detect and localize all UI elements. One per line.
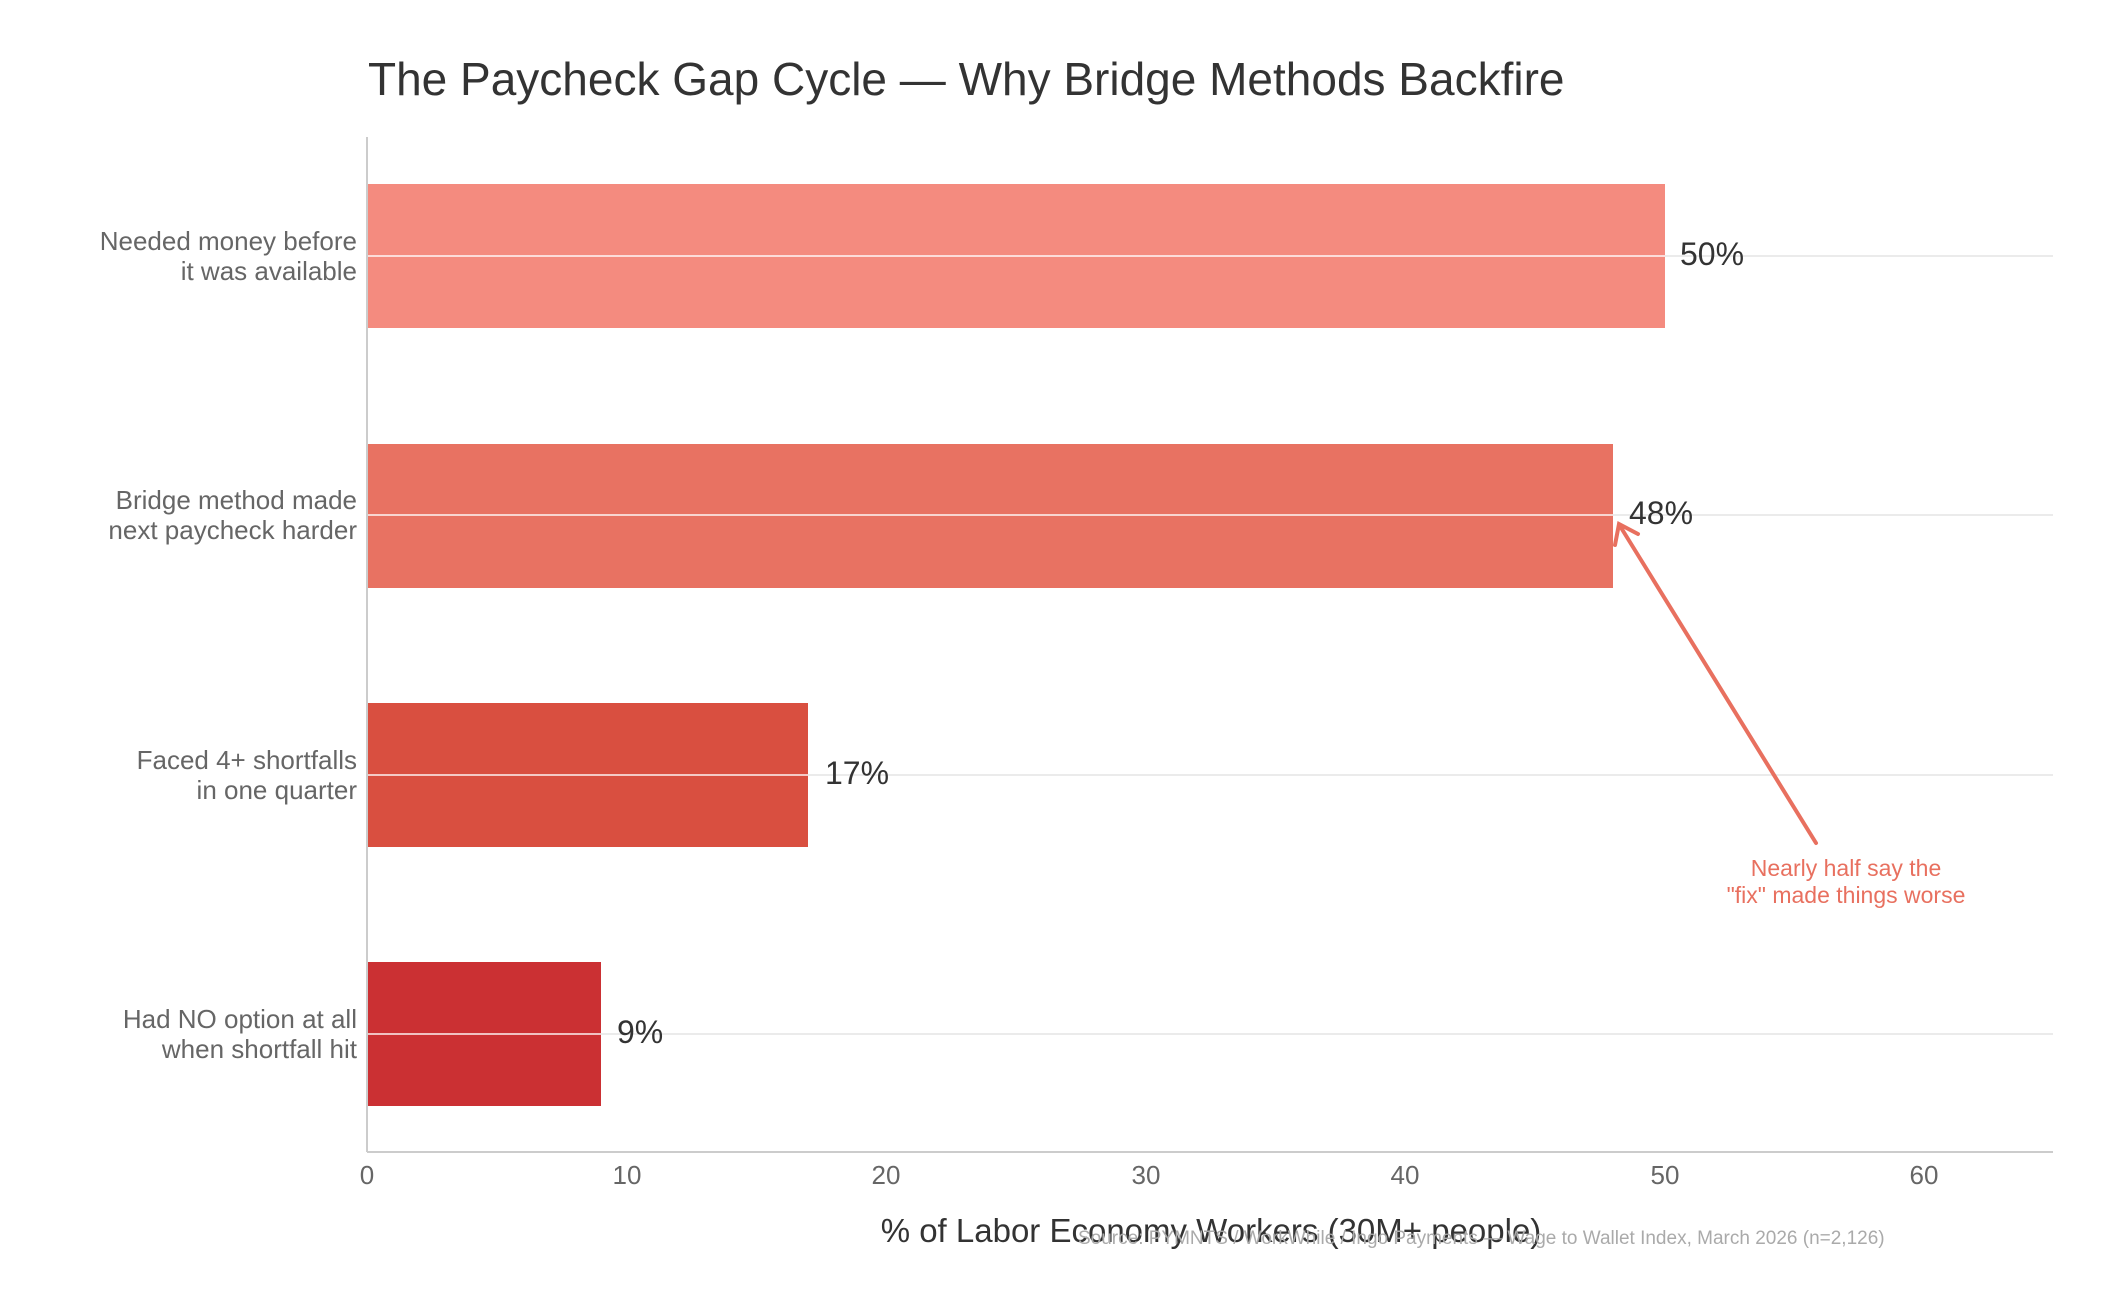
x-tick-10: 10 bbox=[612, 1160, 642, 1190]
x-tick-50: 50 bbox=[1650, 1160, 1680, 1190]
source-note: Source: PYMNTS / WorkWhile / Ingo Paymen… bbox=[1078, 1228, 1885, 1249]
category-label-needed-money: Needed money before it was available bbox=[99, 226, 357, 286]
x-axis-label: % of Labor Economy Workers (30M+ people) bbox=[880, 1212, 1542, 1249]
value-label-no-option: 9% bbox=[617, 1014, 664, 1050]
chart-title: The Paycheck Gap Cycle — Why Bridge Meth… bbox=[368, 53, 1565, 105]
x-tick-20: 20 bbox=[871, 1160, 901, 1190]
x-tick-30: 30 bbox=[1131, 1160, 1161, 1190]
category-label-bridge-method: Bridge method made next paycheck harder bbox=[108, 485, 357, 545]
annotation-text: Nearly half say the "fix" made things wo… bbox=[1726, 855, 1966, 908]
x-tick-40: 40 bbox=[1390, 1160, 1420, 1190]
value-label-faced-shortfalls: 17% bbox=[825, 755, 890, 791]
value-label-bridge-method: 48% bbox=[1629, 495, 1694, 531]
annotation-arrow-icon bbox=[1613, 520, 1818, 845]
x-tick-60: 60 bbox=[1909, 1160, 1939, 1190]
category-label-no-option: Had NO option at all when shortfall hit bbox=[122, 1004, 357, 1064]
x-tick-0: 0 bbox=[359, 1160, 375, 1190]
value-label-needed-money: 50% bbox=[1680, 236, 1745, 272]
category-label-faced-shortfalls: Faced 4+ shortfalls in one quarter bbox=[136, 745, 357, 805]
gridlines bbox=[367, 255, 2053, 1035]
